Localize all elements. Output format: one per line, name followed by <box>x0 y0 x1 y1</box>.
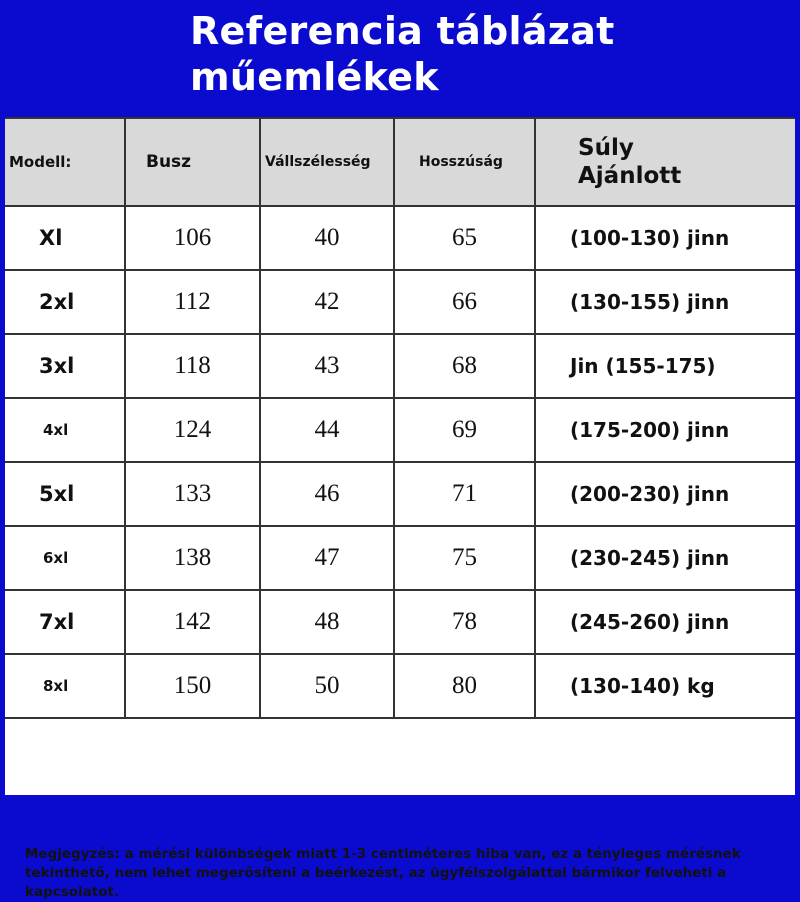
weight-cell: (200-230) jinn <box>534 461 795 527</box>
weight-cell: (175-200) jinn <box>534 397 795 463</box>
table-row: 7xl 142 48 78 (245-260) jinn <box>5 589 795 655</box>
weight-cell: (230-245) jinn <box>534 525 795 591</box>
table-row: 2xl 112 42 66 (130-155) jinn <box>5 269 795 335</box>
bust-cell: 133 <box>124 461 261 527</box>
header-model: Modell: <box>5 117 126 207</box>
shoulder-cell: 40 <box>259 205 395 271</box>
header-weight: Súly Ajánlott <box>534 117 795 207</box>
length-cell: 80 <box>393 653 536 719</box>
length-cell: 69 <box>393 397 536 463</box>
table-row: 6xl 138 47 75 (230-245) jinn <box>5 525 795 591</box>
size-cell: Xl <box>5 205 126 271</box>
shoulder-cell: 47 <box>259 525 395 591</box>
size-table: Modell: Busz Vállszélesség Hosszúság Súl… <box>5 117 795 719</box>
length-cell: 78 <box>393 589 536 655</box>
table-row: 5xl 133 46 71 (200-230) jinn <box>5 461 795 527</box>
weight-cell: (245-260) jinn <box>534 589 795 655</box>
weight-cell: (130-155) jinn <box>534 269 795 335</box>
length-cell: 66 <box>393 269 536 335</box>
size-cell: 8xl <box>5 653 126 719</box>
shoulder-cell: 46 <box>259 461 395 527</box>
length-cell: 75 <box>393 525 536 591</box>
page-title: Referencia táblázat műemlékek <box>190 8 615 100</box>
shoulder-cell: 44 <box>259 397 395 463</box>
size-chart: Modell: Busz Vállszélesség Hosszúság Súl… <box>5 117 795 900</box>
header-shoulder: Vállszélesség <box>259 117 395 207</box>
size-cell: 6xl <box>5 525 126 591</box>
header-weight-line2: Ajánlott <box>578 163 682 189</box>
length-cell: 71 <box>393 461 536 527</box>
bust-cell: 150 <box>124 653 261 719</box>
title-line-1: Referencia táblázat <box>190 9 615 53</box>
title-line-2: műemlékek <box>190 55 439 99</box>
size-cell: 7xl <box>5 589 126 655</box>
shoulder-cell: 43 <box>259 333 395 399</box>
bust-cell: 142 <box>124 589 261 655</box>
length-cell: 68 <box>393 333 536 399</box>
weight-cell: (100-130) jinn <box>534 205 795 271</box>
size-cell: 2xl <box>5 269 126 335</box>
table-row: 4xl 124 44 69 (175-200) jinn <box>5 397 795 463</box>
weight-cell: Jin (155-175) <box>534 333 795 399</box>
table-row: Xl 106 40 65 (100-130) jinn <box>5 205 795 271</box>
header-bust: Busz <box>124 117 261 207</box>
header-weight-line1: Súly <box>578 135 634 161</box>
length-cell: 65 <box>393 205 536 271</box>
size-cell: 4xl <box>5 397 126 463</box>
shoulder-cell: 48 <box>259 589 395 655</box>
size-cell: 3xl <box>5 333 126 399</box>
shoulder-cell: 42 <box>259 269 395 335</box>
size-cell: 5xl <box>5 461 126 527</box>
bust-cell: 138 <box>124 525 261 591</box>
weight-cell: (130-140) kg <box>534 653 795 719</box>
bust-cell: 118 <box>124 333 261 399</box>
bust-cell: 124 <box>124 397 261 463</box>
header-row: Modell: Busz Vállszélesség Hosszúság Súl… <box>5 117 795 207</box>
shoulder-cell: 50 <box>259 653 395 719</box>
table-row: 8xl 150 50 80 (130-140) kg <box>5 653 795 719</box>
header-length: Hosszúság <box>393 117 536 207</box>
bust-cell: 106 <box>124 205 261 271</box>
table-row: 3xl 118 43 68 Jin (155-175) <box>5 333 795 399</box>
note-text: Megjegyzés: a mérési különbségek miatt 1… <box>25 846 741 900</box>
bust-cell: 112 <box>124 269 261 335</box>
